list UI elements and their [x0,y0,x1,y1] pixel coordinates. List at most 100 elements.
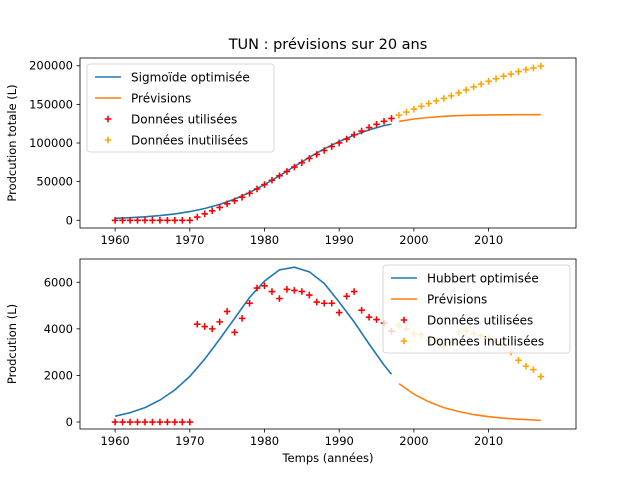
data-point [134,216,141,224]
x-tick-label: 1960 [100,233,129,247]
data-point [425,100,433,107]
data-point [373,121,380,128]
data-point [470,83,477,91]
scatter-series-used [111,282,395,426]
data-point [418,102,425,110]
data-point [283,285,291,293]
x-tick-label: 2010 [474,434,503,448]
data-point [201,323,209,330]
axes-frame [79,258,577,430]
data-point [335,309,343,316]
series-line-forecast [398,113,541,123]
series-line-fit [114,266,393,417]
data-point [306,155,313,162]
data-point [283,168,291,175]
data-point [253,284,261,292]
data-point [238,315,246,322]
legend-label: Données inutilisées [427,335,544,349]
data-point [171,418,179,426]
data-point [492,75,500,83]
data-point [156,216,164,224]
data-point [291,163,298,171]
data-point [141,216,149,224]
data-point [507,70,515,78]
data-point [179,418,186,426]
data-point [537,62,545,70]
x-tick-label: 2010 [474,233,503,247]
data-point [350,288,358,295]
legend-swatch-marker [104,136,112,144]
x-tick-label: 1980 [250,233,279,247]
data-point [134,418,141,426]
data-point [261,181,268,188]
data-point [343,292,350,300]
data-point [522,362,530,370]
data-point [238,194,246,201]
data-point [365,313,373,321]
data-point [462,86,470,94]
top-panel: 1960 1970 1980 1990 2000 2010 0 50000 100000 1500… [5,57,577,247]
data-point [126,216,134,224]
data-point [306,291,313,299]
data-point [515,68,522,75]
bottom-panel: 1960 1970 1980 1990 2000 2010 0 2000 4000 6000 Pro… [5,258,577,465]
y-tick-label: 50000 [36,175,73,189]
data-point [141,418,149,426]
data-point [328,143,336,150]
data-point [328,299,336,307]
data-point [119,216,126,224]
data-point [268,288,276,295]
x-tick-label: 2000 [399,233,428,247]
data-point [193,213,201,221]
data-point [485,78,492,85]
data-point [186,216,194,224]
data-point [126,418,134,426]
data-point [216,318,223,326]
data-point [500,72,507,80]
data-point [208,207,216,215]
data-point [149,418,156,426]
x-axis-label: Temps (années) [281,451,373,465]
data-point [201,210,209,218]
data-point [477,80,485,88]
data-point [313,298,321,306]
data-point [320,147,328,154]
y-axis-label: Prodcution (L) [5,304,19,384]
data-point [395,111,403,119]
y-tick-label: 0 [66,415,73,429]
data-point [380,117,388,125]
data-point [530,64,537,72]
data-point [276,295,283,302]
x-tick-label: 1980 [250,434,279,448]
y-tick-label: 150000 [29,97,73,111]
data-point [365,124,373,131]
y-tick-label: 4000 [44,322,73,336]
data-point [313,151,321,158]
data-point [231,329,238,336]
data-point [261,282,268,290]
data-point [246,190,253,197]
data-point [530,366,537,373]
y-tick-label: 100000 [29,136,73,150]
legend-swatch-marker [104,115,112,123]
legend-swatch-marker [400,337,408,345]
data-point [335,139,343,147]
data-point [268,176,276,184]
legend-label: Données inutilisées [131,134,248,148]
legend-swatch-marker [400,316,408,324]
y-tick-label: 200000 [29,59,73,73]
data-point [223,200,231,208]
data-point [522,66,530,73]
y-tick-label: 2000 [44,368,73,382]
x-tick-label: 1970 [175,434,204,448]
y-axis-label: Prodcution totale (L) [5,84,19,201]
x-tick-label: 1990 [325,434,354,448]
data-point [111,216,119,224]
scatter-series-unused [395,62,545,119]
data-point [440,95,448,102]
data-point [164,418,171,426]
legend-label: Données utilisées [131,113,237,127]
data-point [350,131,358,139]
y-tick-label: 6000 [44,275,73,289]
x-tick-label: 2000 [399,434,428,448]
